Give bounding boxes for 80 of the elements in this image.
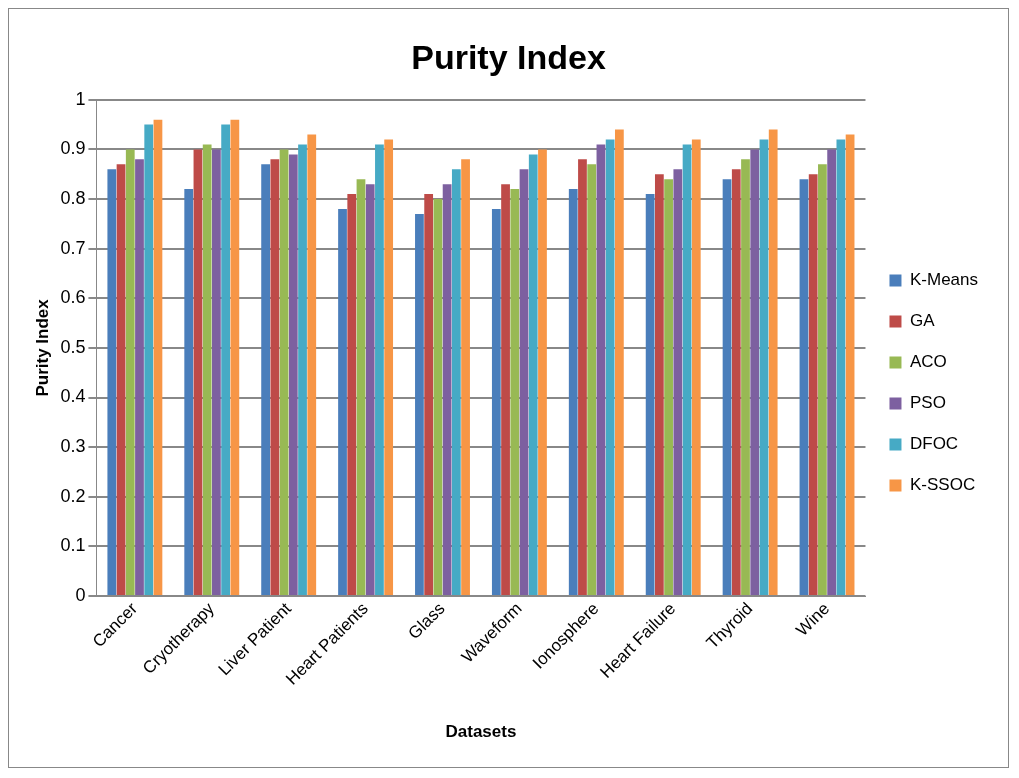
bar	[615, 129, 624, 596]
legend-label: K-Means	[909, 270, 979, 290]
bar	[587, 164, 597, 596]
bar	[221, 124, 231, 596]
bar	[731, 169, 741, 596]
bar	[356, 179, 366, 596]
bar	[818, 164, 827, 596]
bar	[107, 169, 117, 596]
bar	[270, 159, 280, 596]
bar	[682, 144, 692, 596]
bar	[135, 159, 144, 596]
y-tick-label: 0.4	[60, 386, 86, 407]
bar	[568, 189, 578, 596]
bar	[664, 179, 673, 596]
y-tick-label: 0	[75, 584, 86, 605]
bar	[298, 144, 307, 596]
bar	[799, 179, 809, 596]
bar	[759, 139, 769, 596]
bar	[212, 149, 221, 596]
bar	[538, 149, 547, 596]
bar	[279, 149, 289, 596]
y-tick-label: 0.3	[60, 436, 86, 457]
bar	[673, 169, 683, 596]
bar	[510, 189, 520, 596]
y-tick-label: 0.8	[60, 188, 86, 209]
bar	[442, 184, 452, 596]
y-tick-label: 0.7	[60, 237, 86, 258]
bar	[153, 119, 163, 596]
bar	[125, 149, 135, 596]
bar	[750, 149, 760, 596]
bar	[845, 134, 855, 596]
y-tick-label: 0.2	[60, 485, 86, 506]
bar	[645, 194, 655, 596]
bar	[261, 164, 270, 596]
y-tick-label: 0.6	[60, 287, 86, 308]
y-tick-label: 0.5	[60, 336, 86, 357]
x-axis-title: Datasets	[445, 722, 517, 742]
legend-label: DFOC	[909, 434, 959, 454]
bar	[691, 139, 701, 596]
bar	[596, 144, 606, 596]
bar	[827, 149, 837, 596]
legend-label: PSO	[909, 393, 946, 413]
y-axis-title: Purity Index	[32, 298, 52, 397]
bar	[384, 139, 394, 596]
bar	[193, 149, 203, 596]
bar	[424, 194, 434, 596]
bar	[461, 159, 470, 596]
bar	[144, 124, 154, 596]
y-tick-label: 0.1	[60, 535, 86, 556]
bar	[451, 169, 461, 596]
y-tick-label: 0.9	[60, 138, 86, 159]
bar	[491, 208, 501, 596]
bar	[528, 154, 538, 596]
bar	[116, 164, 126, 596]
bar	[230, 119, 240, 596]
bar	[338, 208, 347, 596]
bar	[375, 144, 384, 596]
chart-title: Purity Index	[411, 37, 606, 76]
bar	[836, 139, 846, 596]
bar	[578, 159, 587, 596]
bar	[184, 189, 194, 596]
bar	[808, 174, 818, 596]
bar	[501, 184, 510, 596]
bar	[307, 134, 317, 596]
bar	[722, 179, 732, 596]
bar	[415, 213, 424, 596]
legend-label: GA	[909, 311, 936, 331]
bar	[741, 159, 750, 596]
bar	[365, 184, 375, 596]
bar	[433, 199, 443, 596]
bar	[288, 154, 298, 596]
bar	[605, 139, 615, 596]
legend-label: K-SSOC	[909, 475, 976, 495]
bar	[519, 169, 529, 596]
bar	[654, 174, 664, 596]
y-tick-label: 1	[75, 88, 86, 109]
bar	[768, 129, 778, 596]
bar	[202, 144, 212, 596]
legend-label: ACO	[909, 352, 947, 372]
bar	[347, 194, 357, 596]
